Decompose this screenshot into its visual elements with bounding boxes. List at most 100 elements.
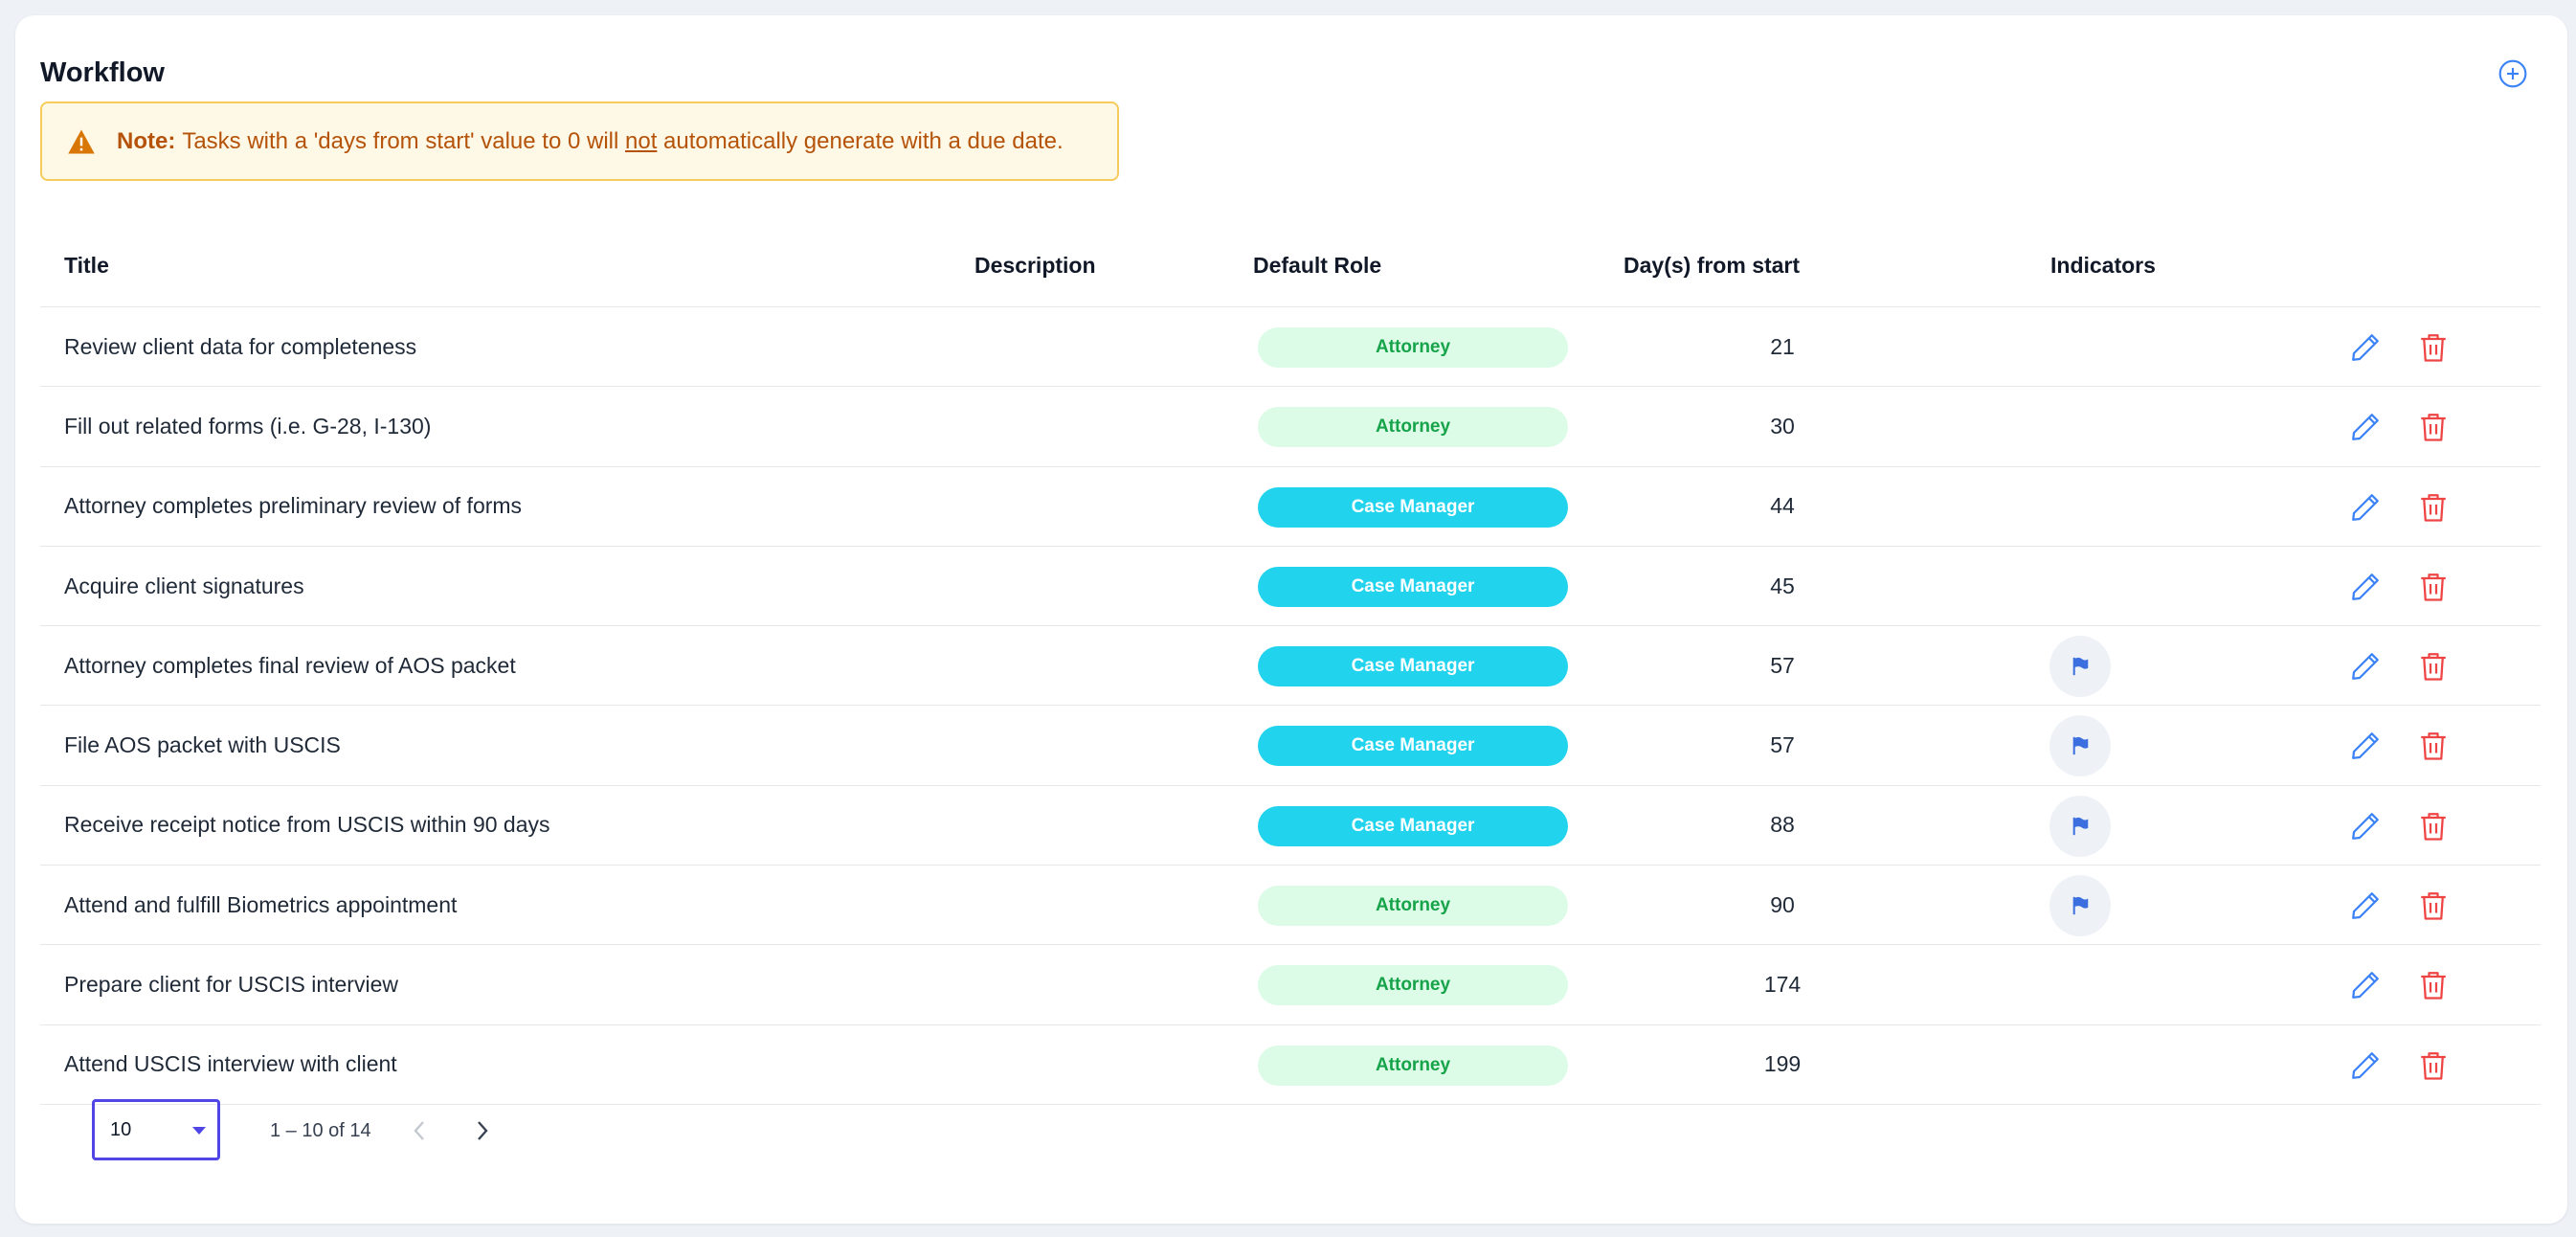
edit-task-button[interactable] [2348,968,2383,1002]
trash-icon [2421,732,2446,761]
delete-task-button[interactable] [2416,410,2451,444]
edit-task-button[interactable] [2348,330,2383,365]
previous-page-button[interactable] [402,1113,437,1148]
days-from-start: 30 [1770,413,1795,439]
days-from-start: 44 [1770,493,1795,519]
add-task-button[interactable] [2494,55,2532,93]
delete-task-button[interactable] [2416,649,2451,684]
days-from-start: 21 [1770,333,1795,359]
days-from-start: 199 [1763,1051,1802,1077]
trash-icon [2421,414,2446,441]
edit-task-button[interactable] [2348,888,2383,923]
pencil-icon [2352,972,2379,1000]
pencil-icon [2352,732,2379,760]
page-size-select[interactable]: 10 [92,1099,220,1160]
task-title: Attend and fulfill Biometrics appointmen… [64,891,458,917]
task-title: Acquire client signatures [64,573,304,598]
column-header-title: Title [64,253,109,278]
trash-icon [2421,972,2446,1000]
chevron-left-icon [414,1121,424,1140]
pencil-icon [2352,574,2379,600]
table-header: Title Description Default Role Day(s) fr… [40,228,2541,307]
indicator-flag[interactable] [2050,715,2111,777]
task-title: Prepare client for USCIS interview [64,972,398,998]
edit-task-button[interactable] [2348,410,2383,444]
delete-task-button[interactable] [2416,570,2451,604]
trash-icon [2421,1051,2446,1080]
delete-task-button[interactable] [2416,729,2451,763]
page-title: Workflow [40,57,165,88]
role-badge-case-manager: Case Manager [1258,486,1568,528]
delete-task-button[interactable] [2416,490,2451,525]
delete-task-button[interactable] [2416,330,2451,365]
edit-task-button[interactable] [2348,809,2383,843]
role-badge-case-manager: Case Manager [1258,646,1568,687]
role-badge-case-manager: Case Manager [1258,805,1568,846]
warning-triangle-icon [68,129,95,153]
edit-task-button[interactable] [2348,1048,2383,1083]
column-header-days-from-start: Day(s) from start [1624,253,1801,278]
note-banner: Note: Tasks with a 'days from start' valu… [40,101,1119,181]
trash-icon [2421,892,2446,920]
days-from-start: 57 [1770,732,1795,758]
task-title: Review client data for completeness [64,333,417,359]
task-title: Fill out related forms (i.e. G-28, I-130… [64,413,432,439]
role-badge-case-manager: Case Manager [1258,726,1568,767]
flag-icon [2072,737,2089,755]
edit-task-button[interactable] [2348,649,2383,684]
flag-icon [2072,817,2089,835]
indicator-flag[interactable] [2050,795,2111,857]
pencil-icon [2352,812,2379,840]
role-badge-attorney: Attorney [1258,407,1568,448]
table-row: File AOS packet with USCIS Case Manager 57 [40,706,2541,786]
note-text-after: automatically generate with a due date. [663,127,1064,154]
delete-task-button[interactable] [2416,968,2451,1002]
days-from-start: 88 [1770,812,1795,838]
days-from-start: 57 [1770,652,1795,678]
task-title: Attorney completes preliminary review of… [64,493,523,519]
trash-icon [2421,334,2446,362]
table-row: Acquire client signatures Case Manager 45 [40,547,2541,627]
page-size-value: 10 [110,1118,132,1140]
task-title: Receive receipt notice from USCIS within… [64,812,550,838]
trash-icon [2421,812,2446,841]
table-row: Attorney completes final review of AOS p… [40,626,2541,707]
workflow-card: Workflow Note: Tasks with a 'days from st… [15,15,2567,1224]
table-row: Review client data for completeness Attor… [40,307,2541,388]
delete-task-button[interactable] [2416,809,2451,843]
note-text: Note: Tasks with a 'days from start' valu… [117,128,1064,155]
edit-task-button[interactable] [2348,570,2383,604]
note-label: Note: [117,127,176,154]
table-row: Attorney completes preliminary review of… [40,467,2541,547]
role-badge-case-manager: Case Manager [1258,566,1568,607]
table-row: Attend and fulfill Biometrics appointmen… [40,866,2541,946]
plus-circle-icon [2498,59,2527,88]
flag-icon [2072,896,2089,915]
pencil-icon [2352,1051,2379,1079]
table-row: Prepare client for USCIS interview Attorn… [40,945,2541,1025]
edit-task-button[interactable] [2348,729,2383,763]
indicator-flag[interactable] [2050,636,2111,698]
days-from-start: 174 [1763,972,1802,998]
column-header-description: Description [974,253,1096,278]
role-badge-attorney: Attorney [1258,1045,1568,1086]
edit-task-button[interactable] [2348,490,2383,525]
column-header-default-role: Default Role [1253,253,1382,278]
task-table-body: Review client data for completeness Attor… [40,307,2541,1105]
delete-task-button[interactable] [2416,888,2451,923]
table-row: Receive receipt notice from USCIS within… [40,786,2541,866]
task-title: Attend USCIS interview with client [64,1051,397,1077]
chevron-right-icon [478,1121,488,1140]
days-from-start: 45 [1770,573,1795,598]
pencil-icon [2352,892,2379,919]
delete-task-button[interactable] [2416,1048,2451,1083]
role-badge-attorney: Attorney [1258,327,1568,368]
pencil-icon [2352,414,2379,441]
trash-icon [2421,574,2446,601]
indicator-flag[interactable] [2050,875,2111,937]
pagination: 10 1 – 10 of 14 [40,1097,806,1164]
next-page-button[interactable] [465,1113,500,1148]
pencil-icon [2352,653,2379,681]
column-header-indicators: Indicators [2050,253,2156,278]
pagination-range: 1 – 10 of 14 [270,1119,371,1141]
